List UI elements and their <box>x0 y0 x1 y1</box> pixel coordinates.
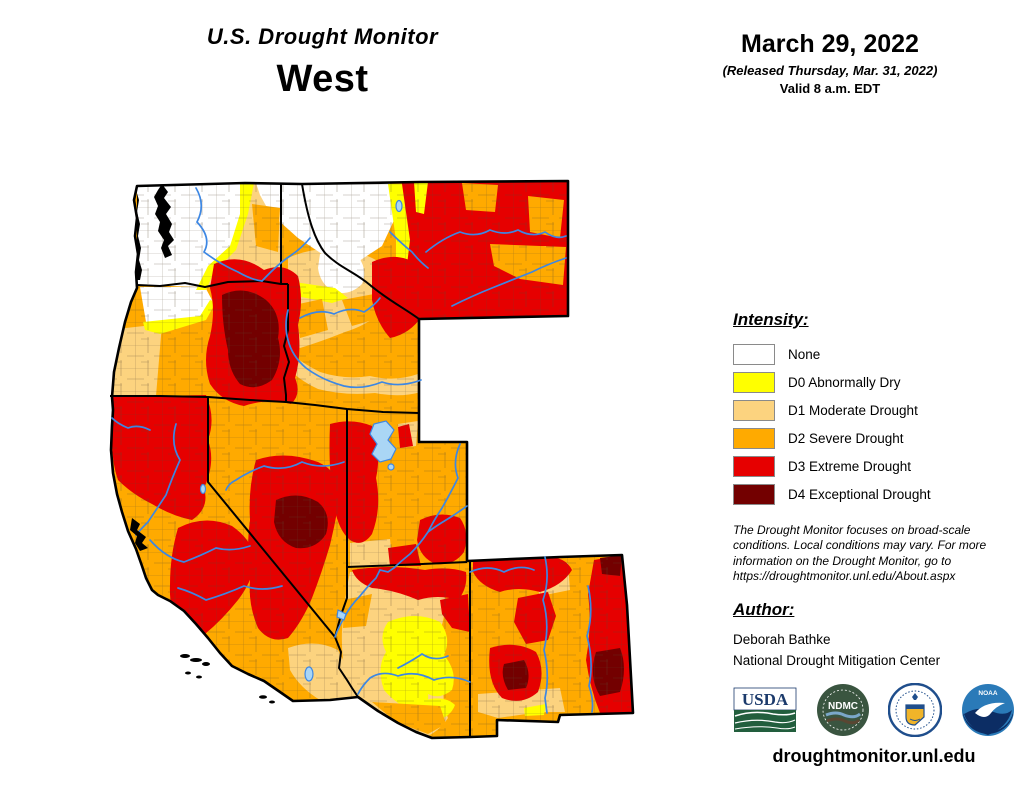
site-url: droughtmonitor.unl.edu <box>772 746 976 766</box>
drought-map <box>109 179 635 740</box>
legend-swatch <box>733 455 775 477</box>
svg-text:NOAA: NOAA <box>978 690 997 697</box>
lakes-layer <box>199 199 403 682</box>
legend-item-2: D1 Moderate Drought <box>733 396 1018 424</box>
legend-label: D2 Severe Drought <box>788 430 904 446</box>
legend-item-4: D3 Extreme Drought <box>733 452 1018 480</box>
legend-heading: Intensity: <box>733 310 809 329</box>
legend-swatch <box>733 371 775 393</box>
svg-text:USDA: USDA <box>742 690 789 709</box>
title-block: U.S. Drought Monitor West <box>60 24 585 101</box>
legend-item-1: D0 Abnormally Dry <box>733 368 1018 396</box>
rivers-layer <box>111 187 594 714</box>
legend-label: D4 Exceptional Drought <box>788 486 931 502</box>
legend-rows: None D0 Abnormally Dry D1 Moderate Drought… <box>733 340 1018 508</box>
author-heading: Author: <box>733 600 795 619</box>
legend-swatch <box>733 483 775 505</box>
noaa-logo: NOAA <box>961 684 1014 736</box>
logo-row: USDA NDMC NOAA <box>733 683 1015 737</box>
legend: Intensity: None D0 Abnormally Dry D1 Moder… <box>733 310 1018 508</box>
legend-swatch <box>733 427 775 449</box>
state-borders <box>110 183 471 737</box>
page-title: U.S. Drought Monitor <box>206 24 439 49</box>
coastline-detail <box>130 184 275 704</box>
legend-item-0: None <box>733 340 1018 368</box>
author-org: National Drought Mitigation Center <box>733 653 941 668</box>
ndmc-logo: NDMC <box>816 684 869 736</box>
great-salt-lake <box>369 420 397 463</box>
date-block: March 29, 2022 (Released Thursday, Mar. … <box>665 30 995 96</box>
legend-label: None <box>788 346 821 362</box>
map-date: March 29, 2022 <box>741 30 919 58</box>
usda-logo: USDA <box>733 687 797 732</box>
legend-swatch <box>733 343 775 365</box>
legend-item-5: D4 Exceptional Drought <box>733 480 1018 508</box>
disclaimer-text: The Drought Monitor focuses on broad-sca… <box>733 523 987 584</box>
drought-intensity-layer <box>111 181 633 738</box>
released-date: (Released Thursday, Mar. 31, 2022) <box>722 63 938 78</box>
valid-time: Valid 8 a.m. EDT <box>779 81 881 96</box>
legend-swatch <box>733 399 775 421</box>
county-lines <box>111 181 633 738</box>
author-name: Deborah Bathke <box>733 632 831 647</box>
legend-item-3: D2 Severe Drought <box>733 424 1018 452</box>
doc-logo <box>888 683 943 737</box>
legend-label: D1 Moderate Drought <box>788 402 918 418</box>
svg-text:NDMC: NDMC <box>828 701 858 712</box>
legend-label: D3 Extreme Drought <box>788 458 912 474</box>
legend-label: D0 Abnormally Dry <box>788 374 901 390</box>
author-block: Author: Deborah Bathke National Drought … <box>733 600 1015 668</box>
region-title: West <box>276 58 369 100</box>
